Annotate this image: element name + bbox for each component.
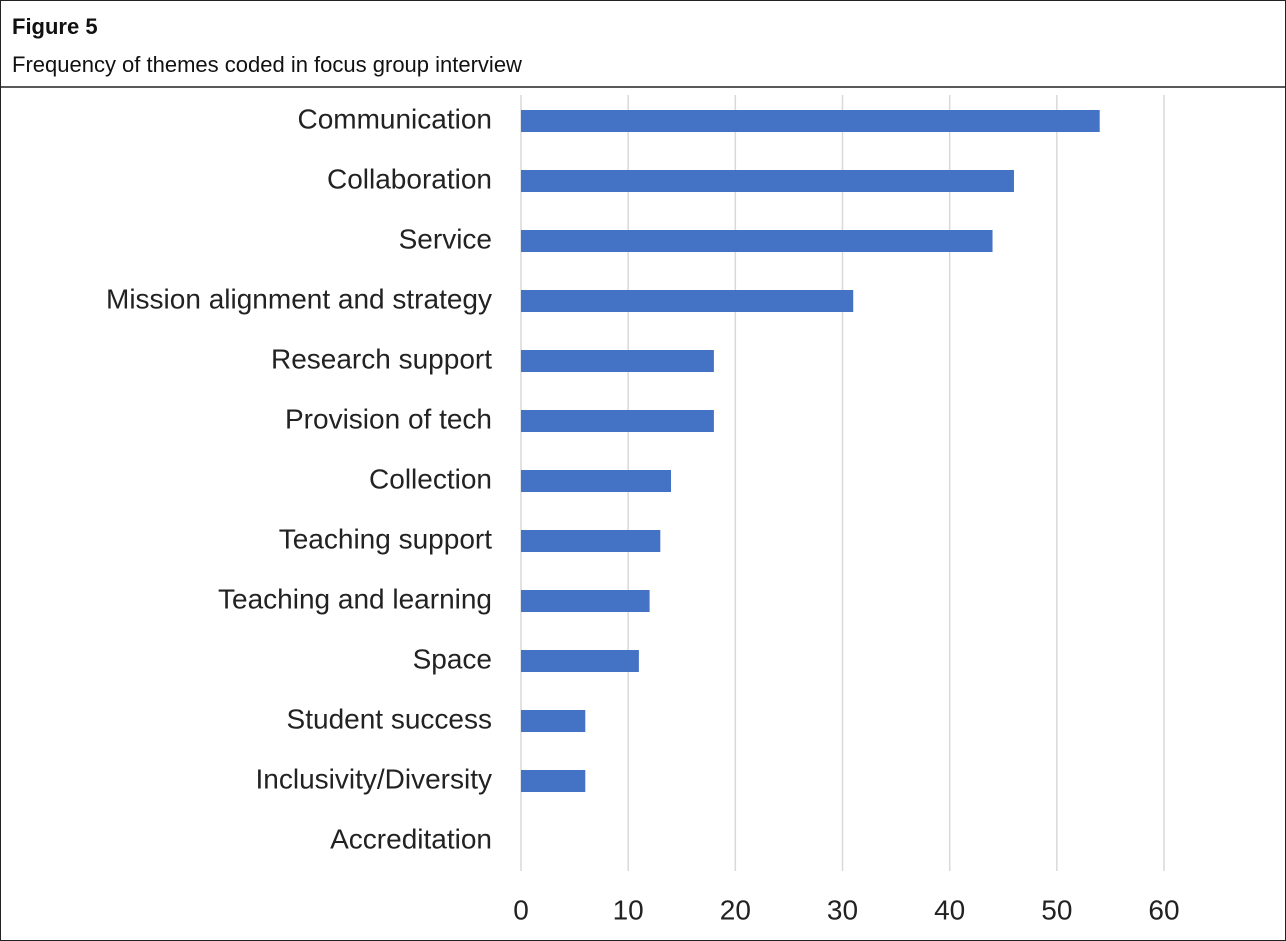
x-tick-label: 10 xyxy=(613,894,644,925)
bar xyxy=(521,290,854,312)
y-tick-label: Collection xyxy=(369,463,492,494)
y-tick-label: Space xyxy=(413,643,492,674)
x-tick-label: 0 xyxy=(513,894,529,925)
x-tick-label: 40 xyxy=(934,894,965,925)
bar xyxy=(521,170,1014,192)
y-tick-label: Teaching support xyxy=(279,523,492,554)
y-tick-label: Communication xyxy=(297,103,492,134)
x-tick-label: 20 xyxy=(720,894,751,925)
bar xyxy=(521,110,1100,132)
x-tick-label: 60 xyxy=(1148,894,1179,925)
bar xyxy=(521,590,650,612)
y-tick-label: Research support xyxy=(271,343,492,374)
y-tick-label: Teaching and learning xyxy=(218,583,492,614)
y-tick-label: Inclusivity/Diversity xyxy=(256,763,492,794)
figure-label: Figure 5 xyxy=(12,14,98,39)
y-tick-label: Provision of tech xyxy=(285,403,492,434)
chart-title: Frequency of themes coded in focus group… xyxy=(12,52,522,77)
bar xyxy=(521,650,639,672)
bar xyxy=(521,230,993,252)
y-tick-label: Student success xyxy=(287,703,492,734)
bar xyxy=(521,710,586,732)
x-tick-label: 50 xyxy=(1041,894,1072,925)
y-tick-label: Collaboration xyxy=(327,163,492,194)
bar xyxy=(521,350,714,372)
y-tick-label: Service xyxy=(399,223,492,254)
y-tick-label: Mission alignment and strategy xyxy=(106,283,492,314)
bar xyxy=(521,410,714,432)
y-tick-label: Accreditation xyxy=(330,823,492,854)
bar xyxy=(521,470,672,492)
bar xyxy=(521,530,661,552)
bar xyxy=(521,770,586,792)
x-tick-label: 30 xyxy=(827,894,858,925)
